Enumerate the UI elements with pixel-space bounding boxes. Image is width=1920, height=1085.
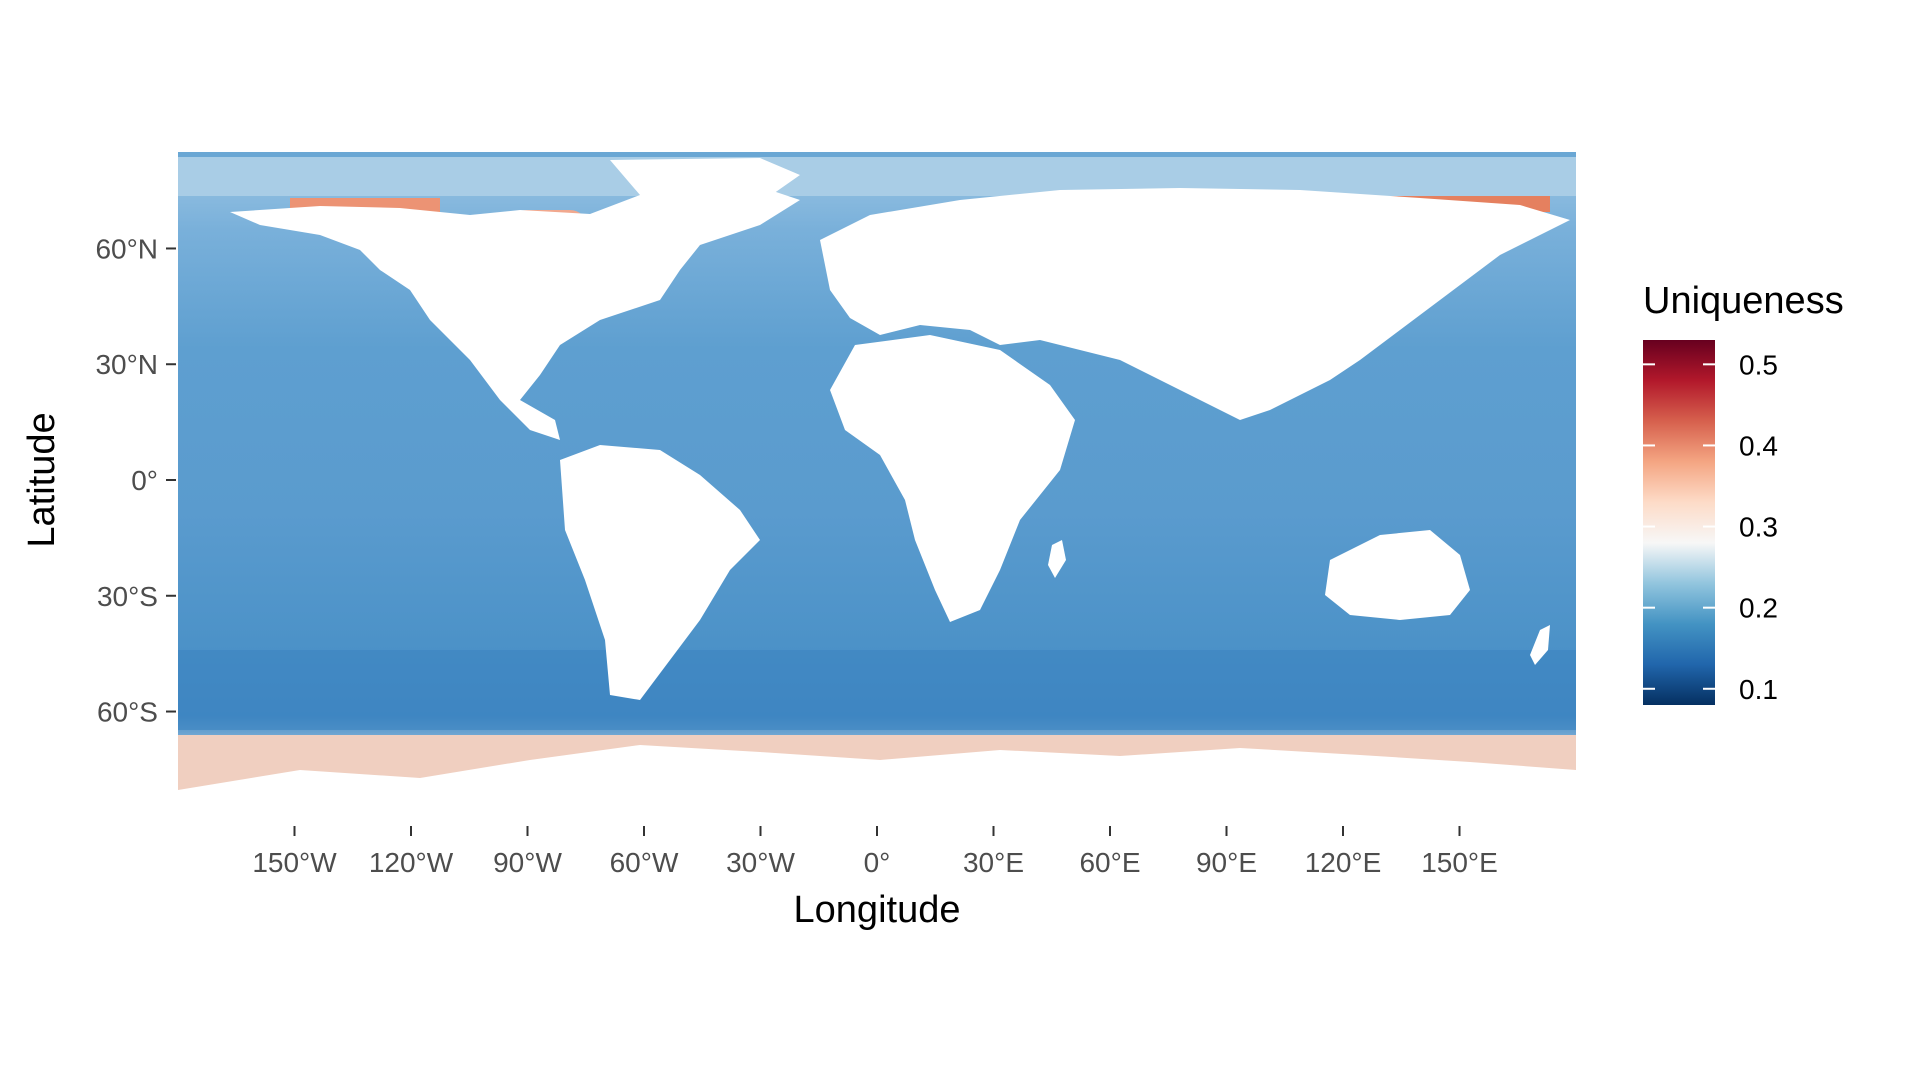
legend-colorbar [1643, 340, 1715, 705]
x-tick-label: 90°W [493, 847, 562, 878]
arctic-band [178, 152, 1576, 196]
y-tick-label: 30°S [97, 581, 158, 612]
legend-tick-label: 0.3 [1739, 512, 1778, 543]
southern-ocean-band [178, 650, 1576, 730]
x-tick-label: 30°E [963, 847, 1024, 878]
y-tick-label: 60°S [97, 697, 158, 728]
y-tick-label: 60°N [95, 233, 158, 264]
x-tick-label: 30°W [726, 847, 795, 878]
arctic-edge [178, 152, 1576, 157]
x-tick-label: 150°W [252, 847, 337, 878]
legend: Uniqueness 0.5 0.4 0.3 0.2 0.1 [1643, 280, 1844, 705]
legend-tick-label: 0.4 [1739, 430, 1778, 461]
x-tick-label: 60°E [1079, 847, 1140, 878]
map-panel [178, 152, 1576, 808]
x-tick-label: 0° [864, 847, 891, 878]
y-axis-title: Latitude [21, 412, 63, 547]
legend-tick-label: 0.1 [1739, 674, 1778, 705]
x-tick-label: 150°E [1421, 847, 1498, 878]
x-axis-title: Longitude [794, 889, 961, 931]
y-tick-label: 30°N [95, 349, 158, 380]
legend-title: Uniqueness [1643, 280, 1844, 322]
x-tick-label: 120°E [1305, 847, 1382, 878]
legend-tick-label: 0.5 [1739, 349, 1778, 380]
x-tick-label: 60°W [610, 847, 679, 878]
y-tick-label: 0° [131, 465, 158, 496]
x-axis: 150°W 120°W 90°W 60°W 30°W 0° 30°E 60°E 90°E 120°… [252, 826, 1497, 878]
legend-tick-label: 0.2 [1739, 593, 1778, 624]
y-axis: 60°N 30°N 0° 30°S 60°S [95, 233, 176, 727]
x-tick-label: 120°W [369, 847, 454, 878]
x-tick-label: 90°E [1196, 847, 1257, 878]
